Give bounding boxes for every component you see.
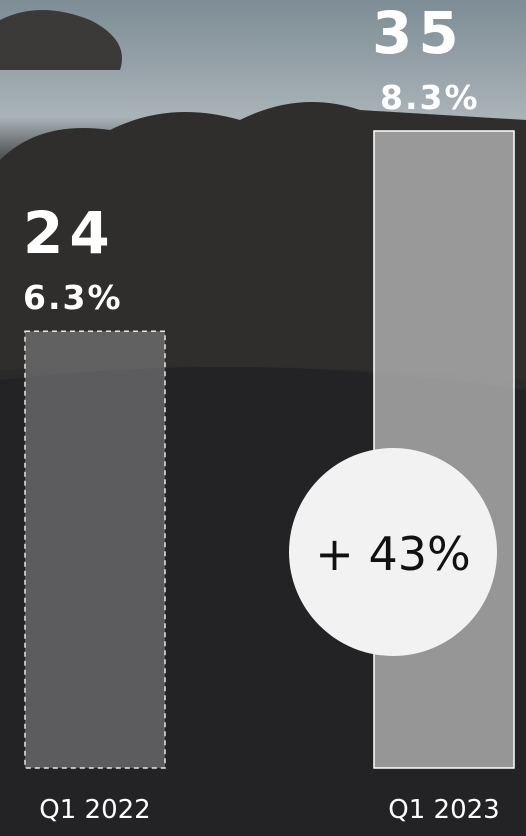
bar xyxy=(24,330,166,769)
annotation: + 43% xyxy=(315,527,470,581)
value-label: 35 xyxy=(372,0,465,67)
value-label: 24 xyxy=(23,199,116,267)
share-label: 8.3% xyxy=(380,78,480,117)
annotation-circle xyxy=(289,448,497,656)
share-label: 6.3% xyxy=(23,278,123,317)
category-label: Q1 2023 xyxy=(388,795,499,825)
category-label: Q1 2022 xyxy=(39,795,150,825)
rock xyxy=(0,10,122,70)
